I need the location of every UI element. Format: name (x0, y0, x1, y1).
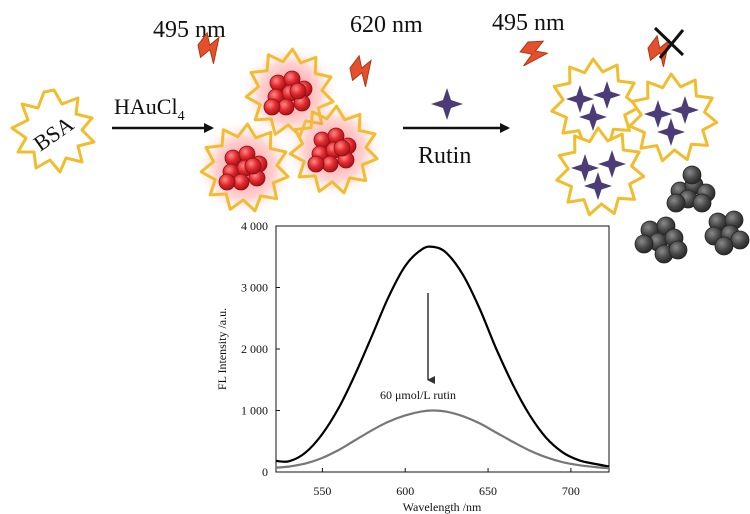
aggregate-particle (666, 193, 686, 213)
rutin-bound-nanocluster (550, 57, 641, 148)
star-icon (671, 96, 699, 124)
plot-frame (275, 225, 610, 473)
star-icon (566, 85, 594, 113)
rutin-label: Rutin (418, 143, 471, 169)
reagent-main: HAuCl (114, 94, 178, 119)
cross-icon (653, 26, 685, 59)
aggregate-cluster (704, 210, 750, 256)
bsa-burst-shape (10, 88, 96, 174)
x-tick-label: 600 (396, 484, 414, 498)
y-tick-label: 4 000 (241, 219, 268, 233)
star-icon (657, 118, 685, 146)
star-icon (584, 172, 612, 200)
lightning-icon (349, 54, 372, 87)
star-icon (431, 88, 463, 120)
gold-atom-sphere (333, 139, 351, 157)
lightning-icon (647, 34, 670, 67)
excitation-wavelength-label: 495 nm (153, 17, 226, 43)
star-icon (571, 154, 599, 182)
series-line-initial (275, 245, 610, 468)
star-icon (593, 81, 621, 109)
x-tick-label: 650 (479, 484, 497, 498)
aggregate-particle (714, 236, 734, 256)
spectrum-series (275, 245, 610, 470)
y-tick-label: 2 000 (241, 342, 268, 356)
star-icon (579, 103, 607, 131)
reagent-label: HAuCl4 (114, 94, 185, 124)
concentration-annotation: 60 μmol/L rutin (380, 388, 456, 402)
fluorescent-nanocluster (284, 100, 384, 200)
aggregated-nanoparticles (634, 165, 750, 264)
y-tick-label: 3 000 (241, 281, 268, 295)
rutin-bound-nanocluster (555, 126, 646, 217)
y-tick-label: 0 (262, 465, 268, 479)
gold-nanoclusters-fluorescent (195, 43, 384, 218)
aggregate-particle (730, 230, 750, 250)
star-icon (644, 100, 672, 128)
gold-atom-sphere (218, 173, 236, 191)
y-axis-label: FL Intensity /a.u. (215, 308, 229, 390)
aggregate-particle (634, 234, 654, 254)
gold-atom-sphere (263, 98, 281, 116)
aggregate-particle (682, 165, 702, 185)
protein-shell (555, 126, 646, 217)
bsa-protein: BSA (10, 88, 96, 174)
fluorescence-spectrum-chart: 550 600 650 700 0 1 000 2 000 3 000 4 000 60 μm… (215, 219, 610, 514)
x-axis-ticks: 550 600 650 700 (313, 468, 580, 498)
rutin-bound-nanoclusters (550, 57, 719, 217)
emission-wavelength-label: 620 nm (350, 12, 423, 38)
aggregate-particle (692, 193, 712, 213)
protein-shell (628, 72, 719, 163)
gold-atom-sphere (307, 155, 325, 173)
x-tick-label: 550 (313, 484, 331, 498)
gold-atom-sphere (289, 82, 307, 100)
rutin-bound-nanocluster (628, 72, 719, 163)
star-icon (598, 150, 626, 178)
y-tick-label: 1 000 (241, 404, 268, 418)
fluorescent-nanocluster (195, 118, 295, 218)
y-axis-ticks: 0 1 000 2 000 3 000 4 000 (241, 219, 280, 479)
gold-atom-sphere (244, 157, 262, 175)
lightning-icon (519, 40, 549, 67)
series-line-quenched (275, 409, 610, 470)
reagent-subscript: 4 (178, 109, 185, 124)
x-axis-label: Wavelength /nm (403, 500, 482, 514)
aggregate-particle (668, 240, 688, 260)
x-tick-label: 700 (562, 484, 580, 498)
protein-shell (288, 104, 379, 195)
aggregate-cluster (666, 165, 716, 213)
excitation-wavelength-label-right: 495 nm (492, 10, 565, 36)
lightning-icon (197, 31, 220, 64)
protein-shell (199, 122, 290, 213)
aggregate-cluster (634, 216, 688, 264)
